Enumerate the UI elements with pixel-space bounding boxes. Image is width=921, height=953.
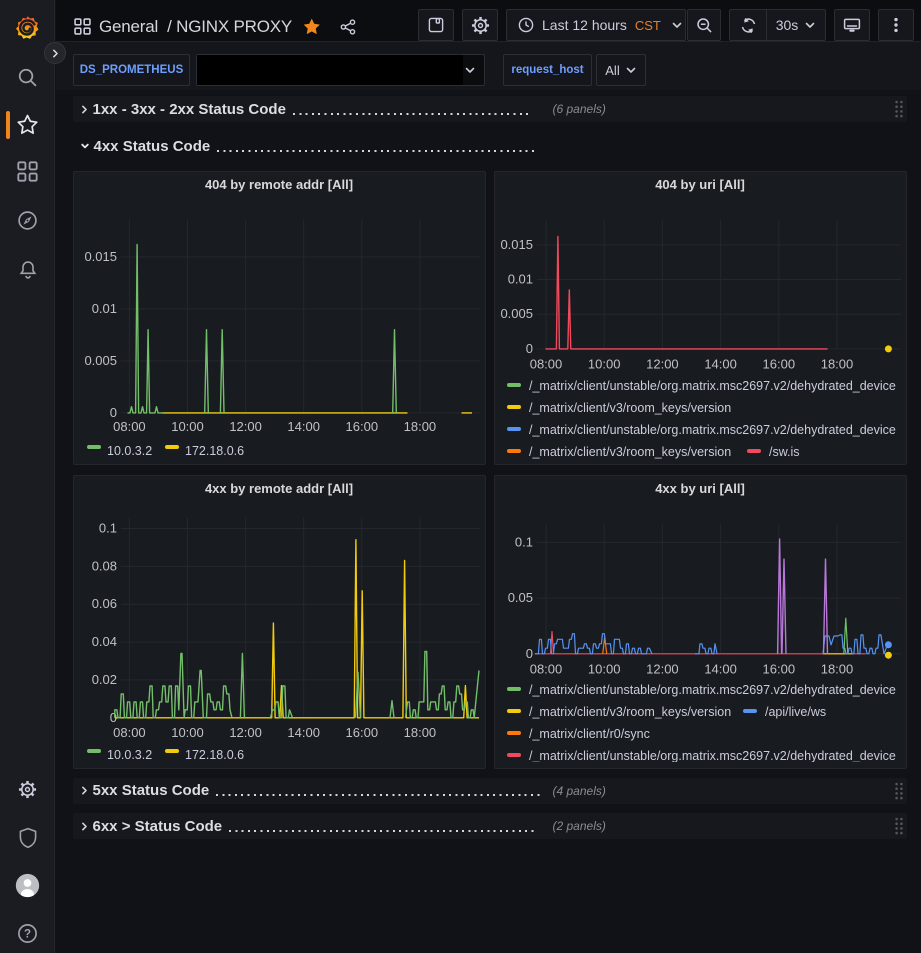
svg-text:0: 0 bbox=[109, 709, 116, 724]
svg-text:10.0.3.2: 10.0.3.2 bbox=[107, 748, 152, 762]
svg-text:12:00: 12:00 bbox=[229, 419, 262, 434]
svg-text:/_matrix/client/v3/room_keys/v: /_matrix/client/v3/room_keys/version bbox=[529, 445, 731, 459]
svg-text:18:00: 18:00 bbox=[820, 356, 853, 371]
svg-text:10:00: 10:00 bbox=[171, 419, 204, 434]
svg-text:0.005: 0.005 bbox=[500, 306, 533, 321]
svg-text:/api/live/ws: /api/live/ws bbox=[765, 705, 826, 719]
svg-text:14:00: 14:00 bbox=[287, 419, 320, 434]
svg-text:0: 0 bbox=[109, 404, 116, 419]
svg-text:10:00: 10:00 bbox=[587, 661, 620, 676]
svg-text:16:00: 16:00 bbox=[762, 356, 795, 371]
svg-text:18:00: 18:00 bbox=[403, 725, 436, 740]
svg-text:12:00: 12:00 bbox=[646, 661, 679, 676]
svg-text:18:00: 18:00 bbox=[820, 661, 853, 676]
svg-text:/_matrix/client/unstable/org.m: /_matrix/client/unstable/org.matrix.msc2… bbox=[529, 749, 896, 763]
svg-text:10.0.3.2: 10.0.3.2 bbox=[107, 444, 152, 458]
svg-text:0.1: 0.1 bbox=[514, 534, 532, 549]
svg-text:08:00: 08:00 bbox=[113, 419, 146, 434]
svg-text:0.08: 0.08 bbox=[91, 558, 116, 573]
svg-text:0.02: 0.02 bbox=[91, 671, 116, 686]
svg-text:10:00: 10:00 bbox=[587, 356, 620, 371]
svg-text:0.015: 0.015 bbox=[500, 236, 533, 251]
svg-text:0: 0 bbox=[525, 340, 532, 355]
svg-text:14:00: 14:00 bbox=[287, 725, 320, 740]
svg-text:/_matrix/client/unstable/org.m: /_matrix/client/unstable/org.matrix.msc2… bbox=[529, 379, 896, 393]
svg-text:14:00: 14:00 bbox=[704, 661, 737, 676]
svg-text:?: ? bbox=[24, 929, 31, 941]
svg-text:/sw.is: /sw.is bbox=[769, 445, 800, 459]
svg-text:/_matrix/client/v3/room_keys/v: /_matrix/client/v3/room_keys/version bbox=[529, 705, 731, 719]
svg-text:0.015: 0.015 bbox=[84, 248, 117, 263]
svg-text:0.01: 0.01 bbox=[507, 271, 532, 286]
svg-text:14:00: 14:00 bbox=[704, 356, 737, 371]
svg-text:16:00: 16:00 bbox=[345, 419, 378, 434]
svg-text:0.01: 0.01 bbox=[91, 300, 116, 315]
svg-text:0.06: 0.06 bbox=[91, 596, 116, 611]
svg-text:0.05: 0.05 bbox=[507, 590, 532, 605]
svg-text:08:00: 08:00 bbox=[529, 661, 562, 676]
svg-text:/_matrix/client/r0/sync: /_matrix/client/r0/sync bbox=[529, 727, 650, 741]
svg-text:18:00: 18:00 bbox=[403, 419, 436, 434]
svg-text:08:00: 08:00 bbox=[113, 725, 146, 740]
svg-text:0: 0 bbox=[525, 645, 532, 660]
svg-text:16:00: 16:00 bbox=[762, 661, 795, 676]
svg-text:0.005: 0.005 bbox=[84, 352, 117, 367]
svg-text:0.1: 0.1 bbox=[98, 520, 116, 535]
svg-text:08:00: 08:00 bbox=[529, 356, 562, 371]
svg-text:12:00: 12:00 bbox=[646, 356, 679, 371]
svg-text:/_matrix/client/unstable/org.m: /_matrix/client/unstable/org.matrix.msc2… bbox=[529, 423, 896, 437]
svg-text:16:00: 16:00 bbox=[345, 725, 378, 740]
svg-text:10:00: 10:00 bbox=[171, 725, 204, 740]
svg-text:/_matrix/client/v3/room_keys/v: /_matrix/client/v3/room_keys/version bbox=[529, 401, 731, 415]
svg-text:172.18.0.6: 172.18.0.6 bbox=[185, 748, 244, 762]
svg-text:/_matrix/client/unstable/org.m: /_matrix/client/unstable/org.matrix.msc2… bbox=[529, 683, 896, 697]
svg-text:172.18.0.6: 172.18.0.6 bbox=[185, 444, 244, 458]
svg-text:12:00: 12:00 bbox=[229, 725, 262, 740]
svg-text:0.04: 0.04 bbox=[91, 634, 116, 649]
